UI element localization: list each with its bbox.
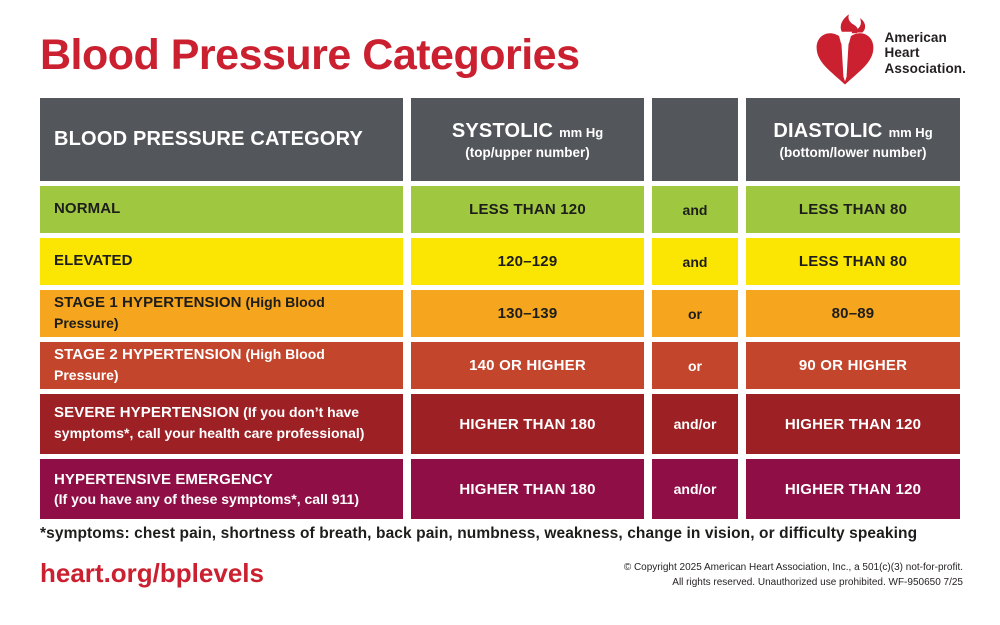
category-note: (High Blood Pressure)	[54, 293, 325, 331]
category-cell-elevated: ELEVATED	[40, 238, 403, 285]
systolic-value-normal: LESS THAN 120	[411, 186, 644, 233]
diastolic-header-subtext: (bottom/lower number)	[779, 144, 927, 160]
diastolic-value-stage-1-hypertension: 80–89	[746, 290, 960, 337]
aha-logo: American Heart Association.	[814, 12, 966, 94]
systolic-header-label: SYSTOLIC	[451, 119, 554, 142]
connector-normal: and	[652, 186, 738, 233]
systolic-value-stage-1-hypertension: 130–139	[411, 290, 644, 337]
connector-hypertensive-emergency: and/or	[652, 459, 738, 519]
connector-stage-2-hypertension: or	[652, 342, 738, 389]
diastolic-value-normal: LESS THAN 80	[746, 186, 960, 233]
aha-logo-text: American Heart Association.	[885, 30, 966, 75]
connector-severe-hypertension: and/or	[652, 394, 738, 454]
category-note: (If you have any of these symptoms*, cal…	[54, 491, 359, 508]
diastolic-value-severe-hypertension: HIGHER THAN 120	[746, 394, 960, 454]
diastolic-value-hypertensive-emergency: HIGHER THAN 120	[746, 459, 960, 519]
diastolic-header-unit: mm Hg	[888, 124, 933, 140]
symptoms-footnote: *symptoms: chest pain, shortness of brea…	[40, 525, 918, 542]
page-title: Blood Pressure Categories	[40, 31, 580, 79]
category-label: NORMAL	[54, 200, 121, 218]
category-note: (If you don’t have symptoms*, call your …	[54, 404, 365, 441]
aha-logo-line2: Heart	[884, 45, 920, 61]
systolic-column-header: SYSTOLIC mm Hg (top/upper number)	[411, 98, 644, 181]
category-label: HYPERTENSIVE EMERGENCY	[54, 470, 273, 488]
category-cell-normal: NORMAL	[40, 186, 403, 233]
aha-heart-torch-icon	[814, 12, 876, 94]
systolic-value-hypertensive-emergency: HIGHER THAN 180	[411, 459, 644, 519]
systolic-header-subtext: (top/upper number)	[465, 144, 590, 160]
copyright-line2: All rights reserved. Unauthorized use pr…	[672, 576, 963, 588]
diastolic-value-elevated: LESS THAN 80	[746, 238, 960, 285]
category-cell-severe-hypertension: SEVERE HYPERTENSION (If you don’t have s…	[40, 394, 403, 454]
systolic-value-elevated: 120–129	[411, 238, 644, 285]
category-column-header: BLOOD PRESSURE CATEGORY	[40, 98, 403, 181]
diastolic-column-header: DIASTOLIC mm Hg (bottom/lower number)	[746, 98, 960, 181]
systolic-value-stage-2-hypertension: 140 OR HIGHER	[411, 342, 644, 389]
systolic-value-severe-hypertension: HIGHER THAN 180	[411, 394, 644, 454]
category-label: SEVERE HYPERTENSION	[54, 404, 240, 422]
category-cell-hypertensive-emergency: HYPERTENSIVE EMERGENCY (If you have any o…	[40, 459, 403, 519]
connector-column-header	[652, 98, 738, 181]
aha-logo-line1: American	[884, 30, 947, 46]
category-label: STAGE 2 HYPERTENSION	[54, 345, 242, 363]
diastolic-header-label: DIASTOLIC	[773, 119, 883, 142]
heart-org-link: heart.org/bplevels	[40, 558, 264, 588]
category-label: ELEVATED	[54, 252, 133, 270]
connector-elevated: and	[652, 238, 738, 285]
category-label: STAGE 1 HYPERTENSION	[54, 293, 242, 311]
diastolic-value-stage-2-hypertension: 90 OR HIGHER	[746, 342, 960, 389]
connector-stage-1-hypertension: or	[652, 290, 738, 337]
category-cell-stage-1-hypertension: STAGE 1 HYPERTENSION (High Blood Pressur…	[40, 290, 403, 337]
category-cell-stage-2-hypertension: STAGE 2 HYPERTENSION (High Blood Pressur…	[40, 342, 403, 389]
aha-logo-line3: Association.	[884, 60, 966, 76]
category-note: (High Blood Pressure)	[54, 345, 325, 383]
copyright-text: © Copyright 2025 American Heart Associat…	[624, 561, 963, 590]
copyright-line1: © Copyright 2025 American Heart Associat…	[623, 562, 963, 573]
systolic-header-unit: mm Hg	[559, 124, 604, 140]
bp-table: BLOOD PRESSURE CATEGORY SYSTOLIC mm Hg (t…	[40, 98, 960, 519]
